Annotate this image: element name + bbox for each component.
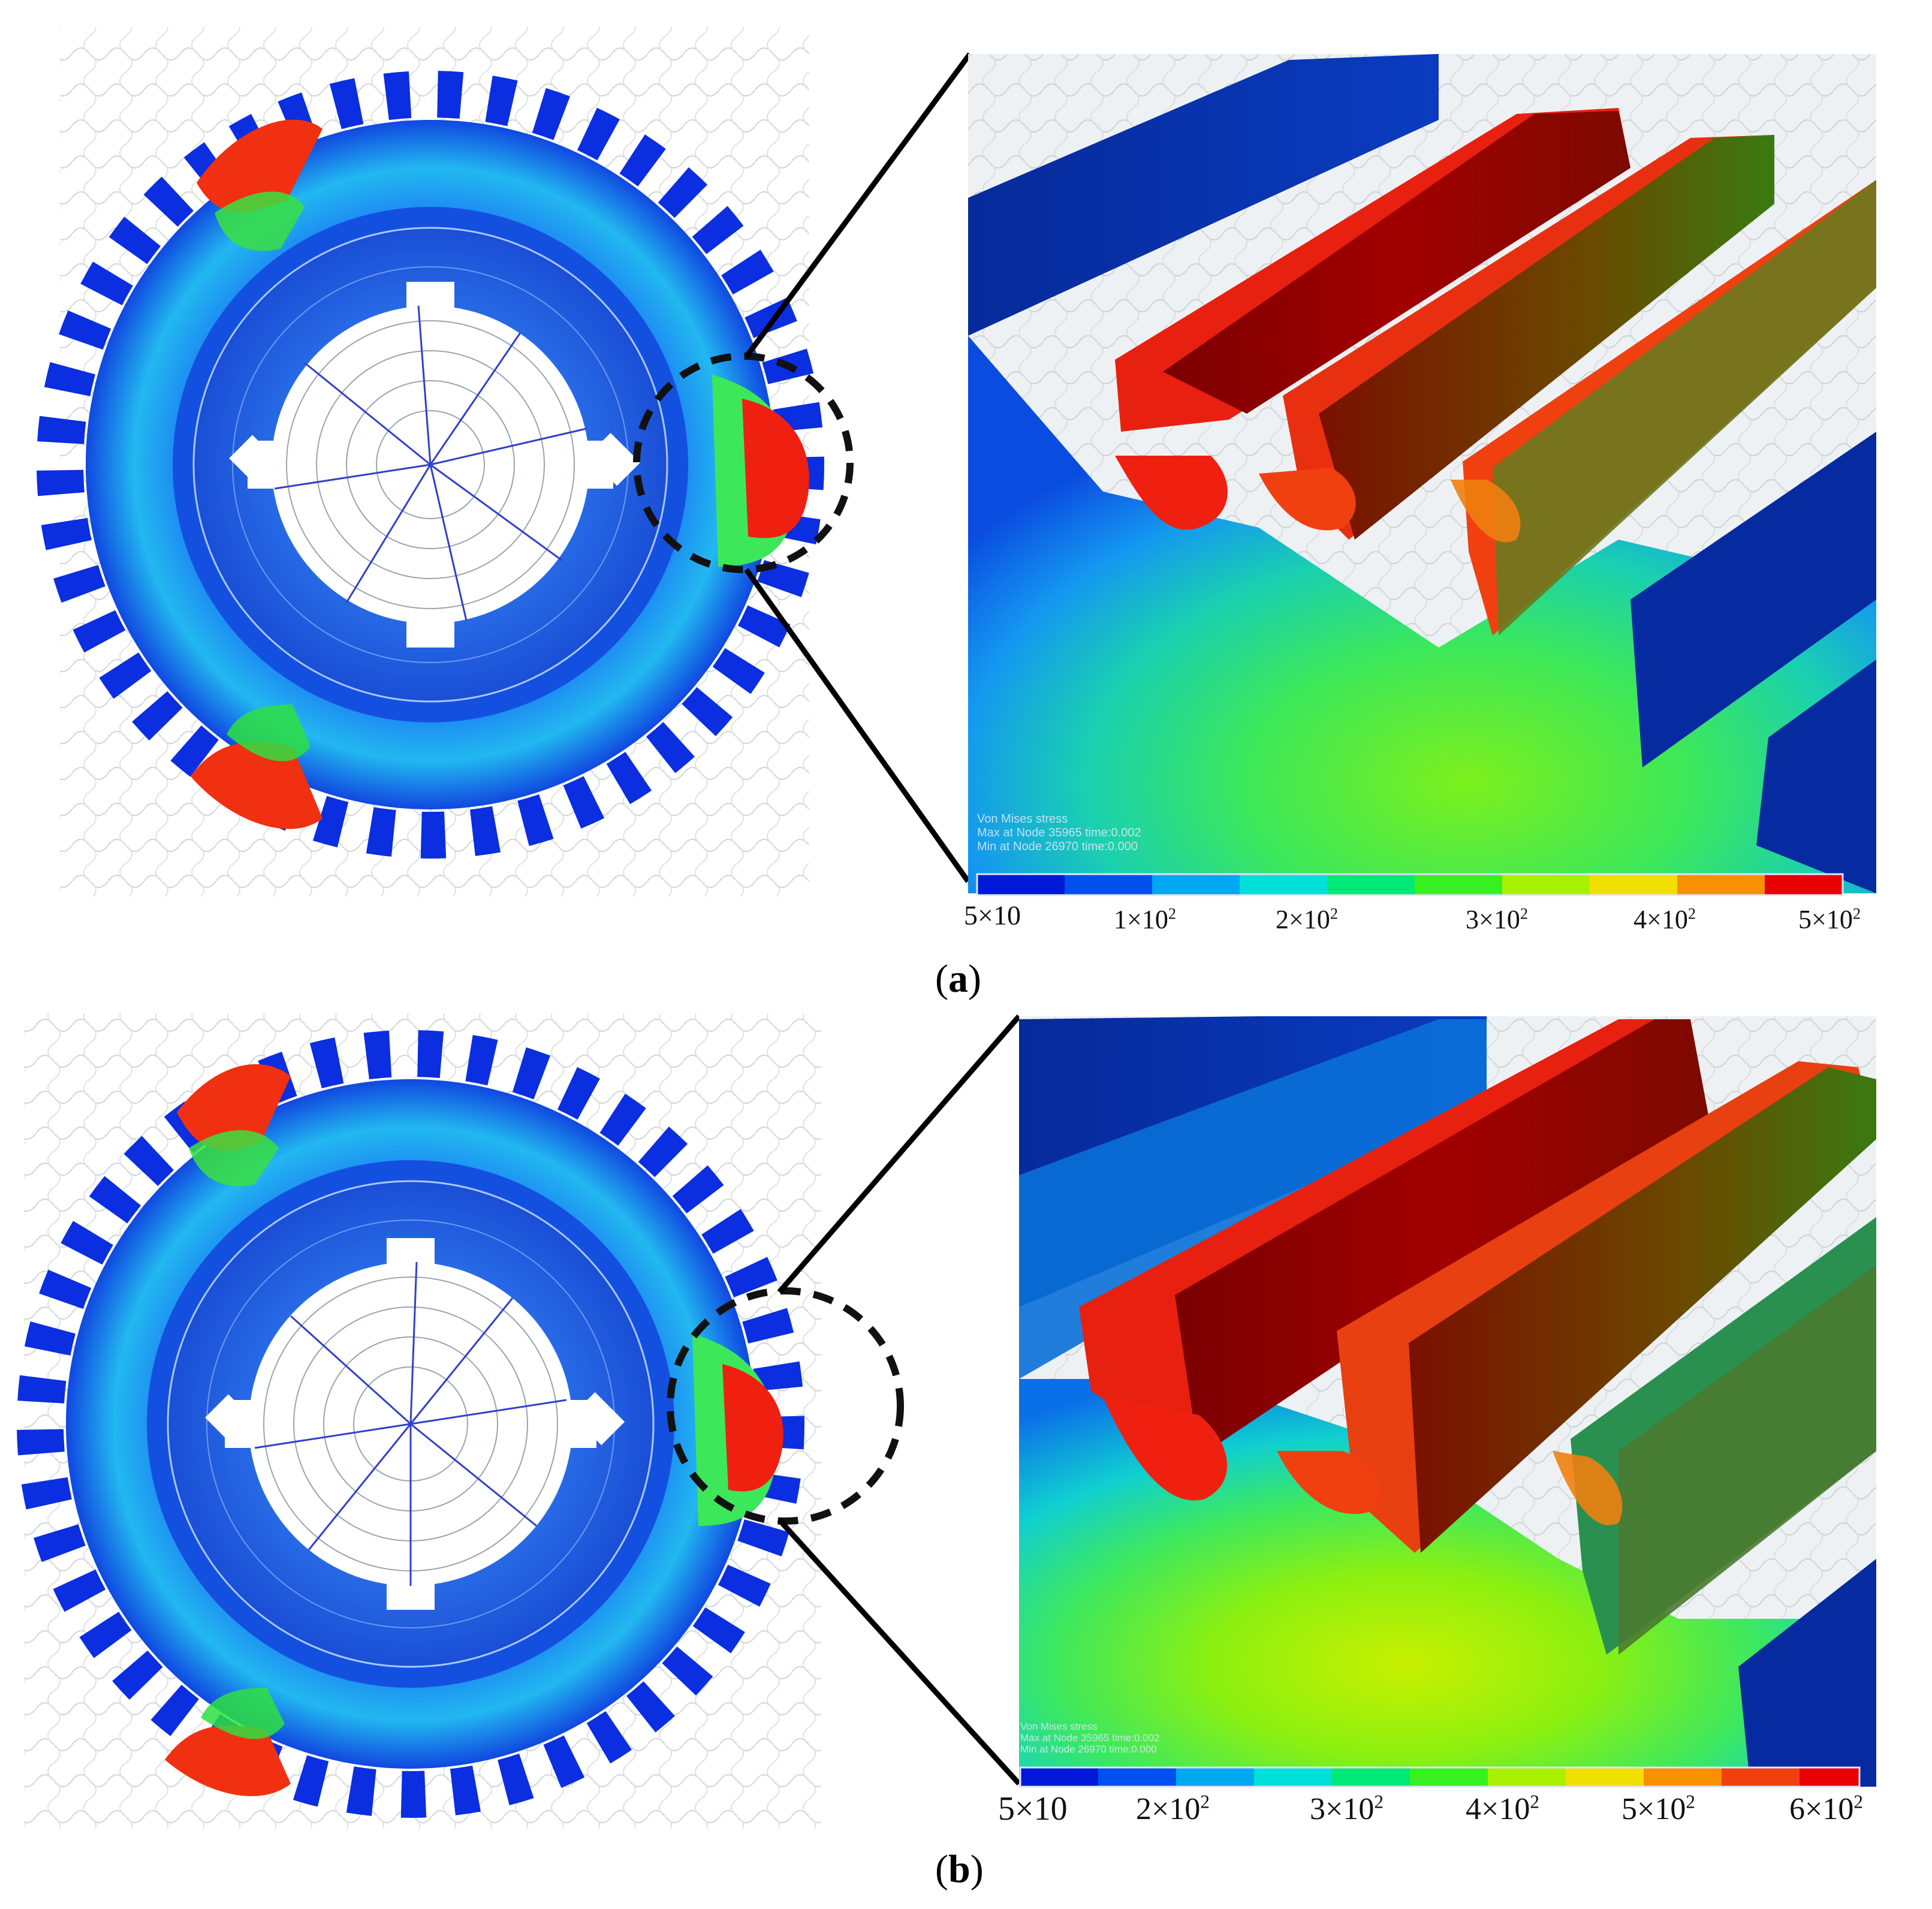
panel-b-zoom-view <box>1019 1016 1876 1788</box>
panel-a-scale-label-1: 5×10 <box>964 900 1021 931</box>
panel-a-zoom-circle <box>633 353 854 573</box>
panel-b-legend-title: Von Mises stress <box>1020 1721 1098 1732</box>
panel-a-scale-label-3: 2×102 <box>1276 904 1339 934</box>
panel-a-gear <box>37 71 824 859</box>
panel-b-scale-label-4: 4×102 <box>1466 1791 1539 1826</box>
panel-b-leader-bottom <box>777 1517 1021 1786</box>
panel-a <box>37 27 1876 896</box>
panel-a-legend-max: Max at Node 35965 time:0.002 <box>977 826 1141 839</box>
panel-b-scale-label-5: 5×102 <box>1621 1791 1695 1826</box>
panel-b-legend-min: Min at Node 26970 time:0.000 <box>1020 1744 1157 1755</box>
panel-b-gear <box>17 1030 804 1818</box>
panel-a-leader-top <box>744 52 972 359</box>
panel-a-scale-label-2: 1×102 <box>1114 904 1177 934</box>
panel-b-scale-label-3: 3×102 <box>1310 1791 1384 1826</box>
panel-a-scale-label-5: 4×102 <box>1633 904 1696 934</box>
panel-a-scale-label-4: 3×102 <box>1466 904 1529 934</box>
panel-b-zoom-circle <box>667 1287 904 1525</box>
panel-a-color-scale <box>976 873 1844 896</box>
panel-b-bore <box>205 1238 625 1610</box>
panel-b-legend: Von Mises stress Max at Node 35965 time:… <box>1020 1721 1159 1755</box>
panel-b-leader-top <box>777 1014 1021 1294</box>
panel-a-leader-bottom <box>744 568 970 883</box>
panel-b-scale-label-1: 5×10 <box>998 1790 1068 1827</box>
panel-a-legend: Von Mises stress Max at Node 35965 time:… <box>977 812 1141 854</box>
panel-b-color-scale <box>1019 1766 1861 1788</box>
panel-a-bore <box>229 282 641 648</box>
panel-a-legend-title: Von Mises stress <box>977 812 1068 826</box>
panel-a-caption: (a) <box>935 957 981 1001</box>
panel-a-legend-min: Min at Node 26970 time:0.000 <box>977 840 1138 853</box>
panel-b-legend-max: Max at Node 35965 time:0.002 <box>1020 1732 1160 1744</box>
panel-a-zoom-view <box>968 54 1876 896</box>
panel-b <box>17 1013 1876 1829</box>
panel-b-scale-label-2: 2×102 <box>1136 1791 1210 1826</box>
panel-b-caption: (b) <box>935 1847 984 1891</box>
panel-b-scale-label-6: 6×102 <box>1789 1791 1863 1826</box>
panel-a-scale-label-6: 5×102 <box>1798 904 1861 934</box>
